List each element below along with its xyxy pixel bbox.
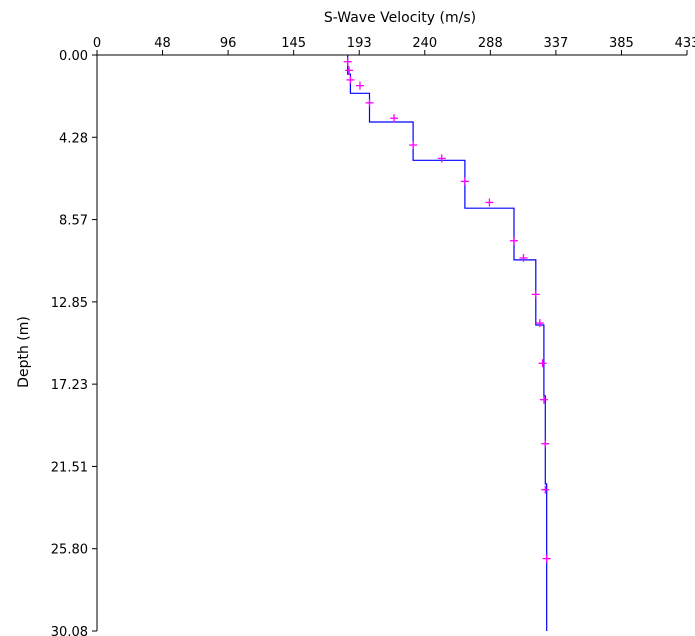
velocity-marker	[485, 198, 494, 207]
velocity-marker	[519, 253, 528, 262]
x-axis-ticks: 0 48 96 145 193 240 288 337 385 433	[93, 36, 695, 55]
velocity-marker	[365, 98, 374, 107]
velocity-markers	[343, 57, 551, 563]
velocity-marker	[509, 236, 518, 245]
y-tick-label: 8.57	[59, 214, 88, 229]
x-tick-label: 48	[154, 36, 171, 51]
velocity-marker	[346, 75, 355, 84]
velocity-marker	[345, 66, 354, 75]
x-tick-label: 0	[93, 36, 101, 51]
velocity-marker	[343, 57, 352, 66]
x-tick-label: 385	[609, 36, 634, 51]
y-tick-label: 17.23	[51, 378, 88, 393]
velocity-marker	[390, 114, 399, 123]
x-tick-label: 240	[412, 36, 437, 51]
axes	[96, 54, 687, 631]
x-tick-label: 96	[220, 36, 237, 51]
velocity-marker	[437, 154, 446, 163]
velocity-marker	[541, 439, 550, 448]
y-tick-label: 4.28	[59, 131, 88, 146]
velocity-marker	[409, 141, 418, 149]
velocity-marker	[460, 177, 469, 186]
velocity-marker	[535, 319, 544, 328]
x-tick-label: 193	[347, 36, 372, 51]
x-axis-title: S-Wave Velocity (m/s)	[324, 10, 476, 26]
x-tick-label: 145	[281, 36, 306, 51]
velocity-marker	[355, 81, 364, 90]
y-axis-ticks: 0.00 4.28 8.57 12.85 17.23 21.51 25.80 30.08	[51, 49, 97, 636]
x-tick-label: 288	[478, 36, 503, 51]
y-tick-label: 21.51	[51, 460, 88, 475]
velocity-marker	[538, 359, 547, 368]
velocity-marker	[539, 395, 548, 404]
velocity-profile-line	[347, 55, 548, 631]
velocity-marker	[542, 554, 551, 563]
y-tick-label: 25.80	[51, 543, 88, 558]
velocity-marker	[531, 290, 540, 299]
velocity-marker	[541, 485, 550, 494]
y-axis-title: Depth (m)	[16, 316, 32, 388]
y-tick-label: 30.08	[51, 625, 88, 636]
x-tick-label: 337	[543, 36, 568, 51]
y-tick-label: 12.85	[51, 296, 88, 311]
x-tick-label: 433	[675, 36, 695, 51]
y-tick-label: 0.00	[59, 49, 88, 64]
velocity-profile	[347, 55, 548, 631]
